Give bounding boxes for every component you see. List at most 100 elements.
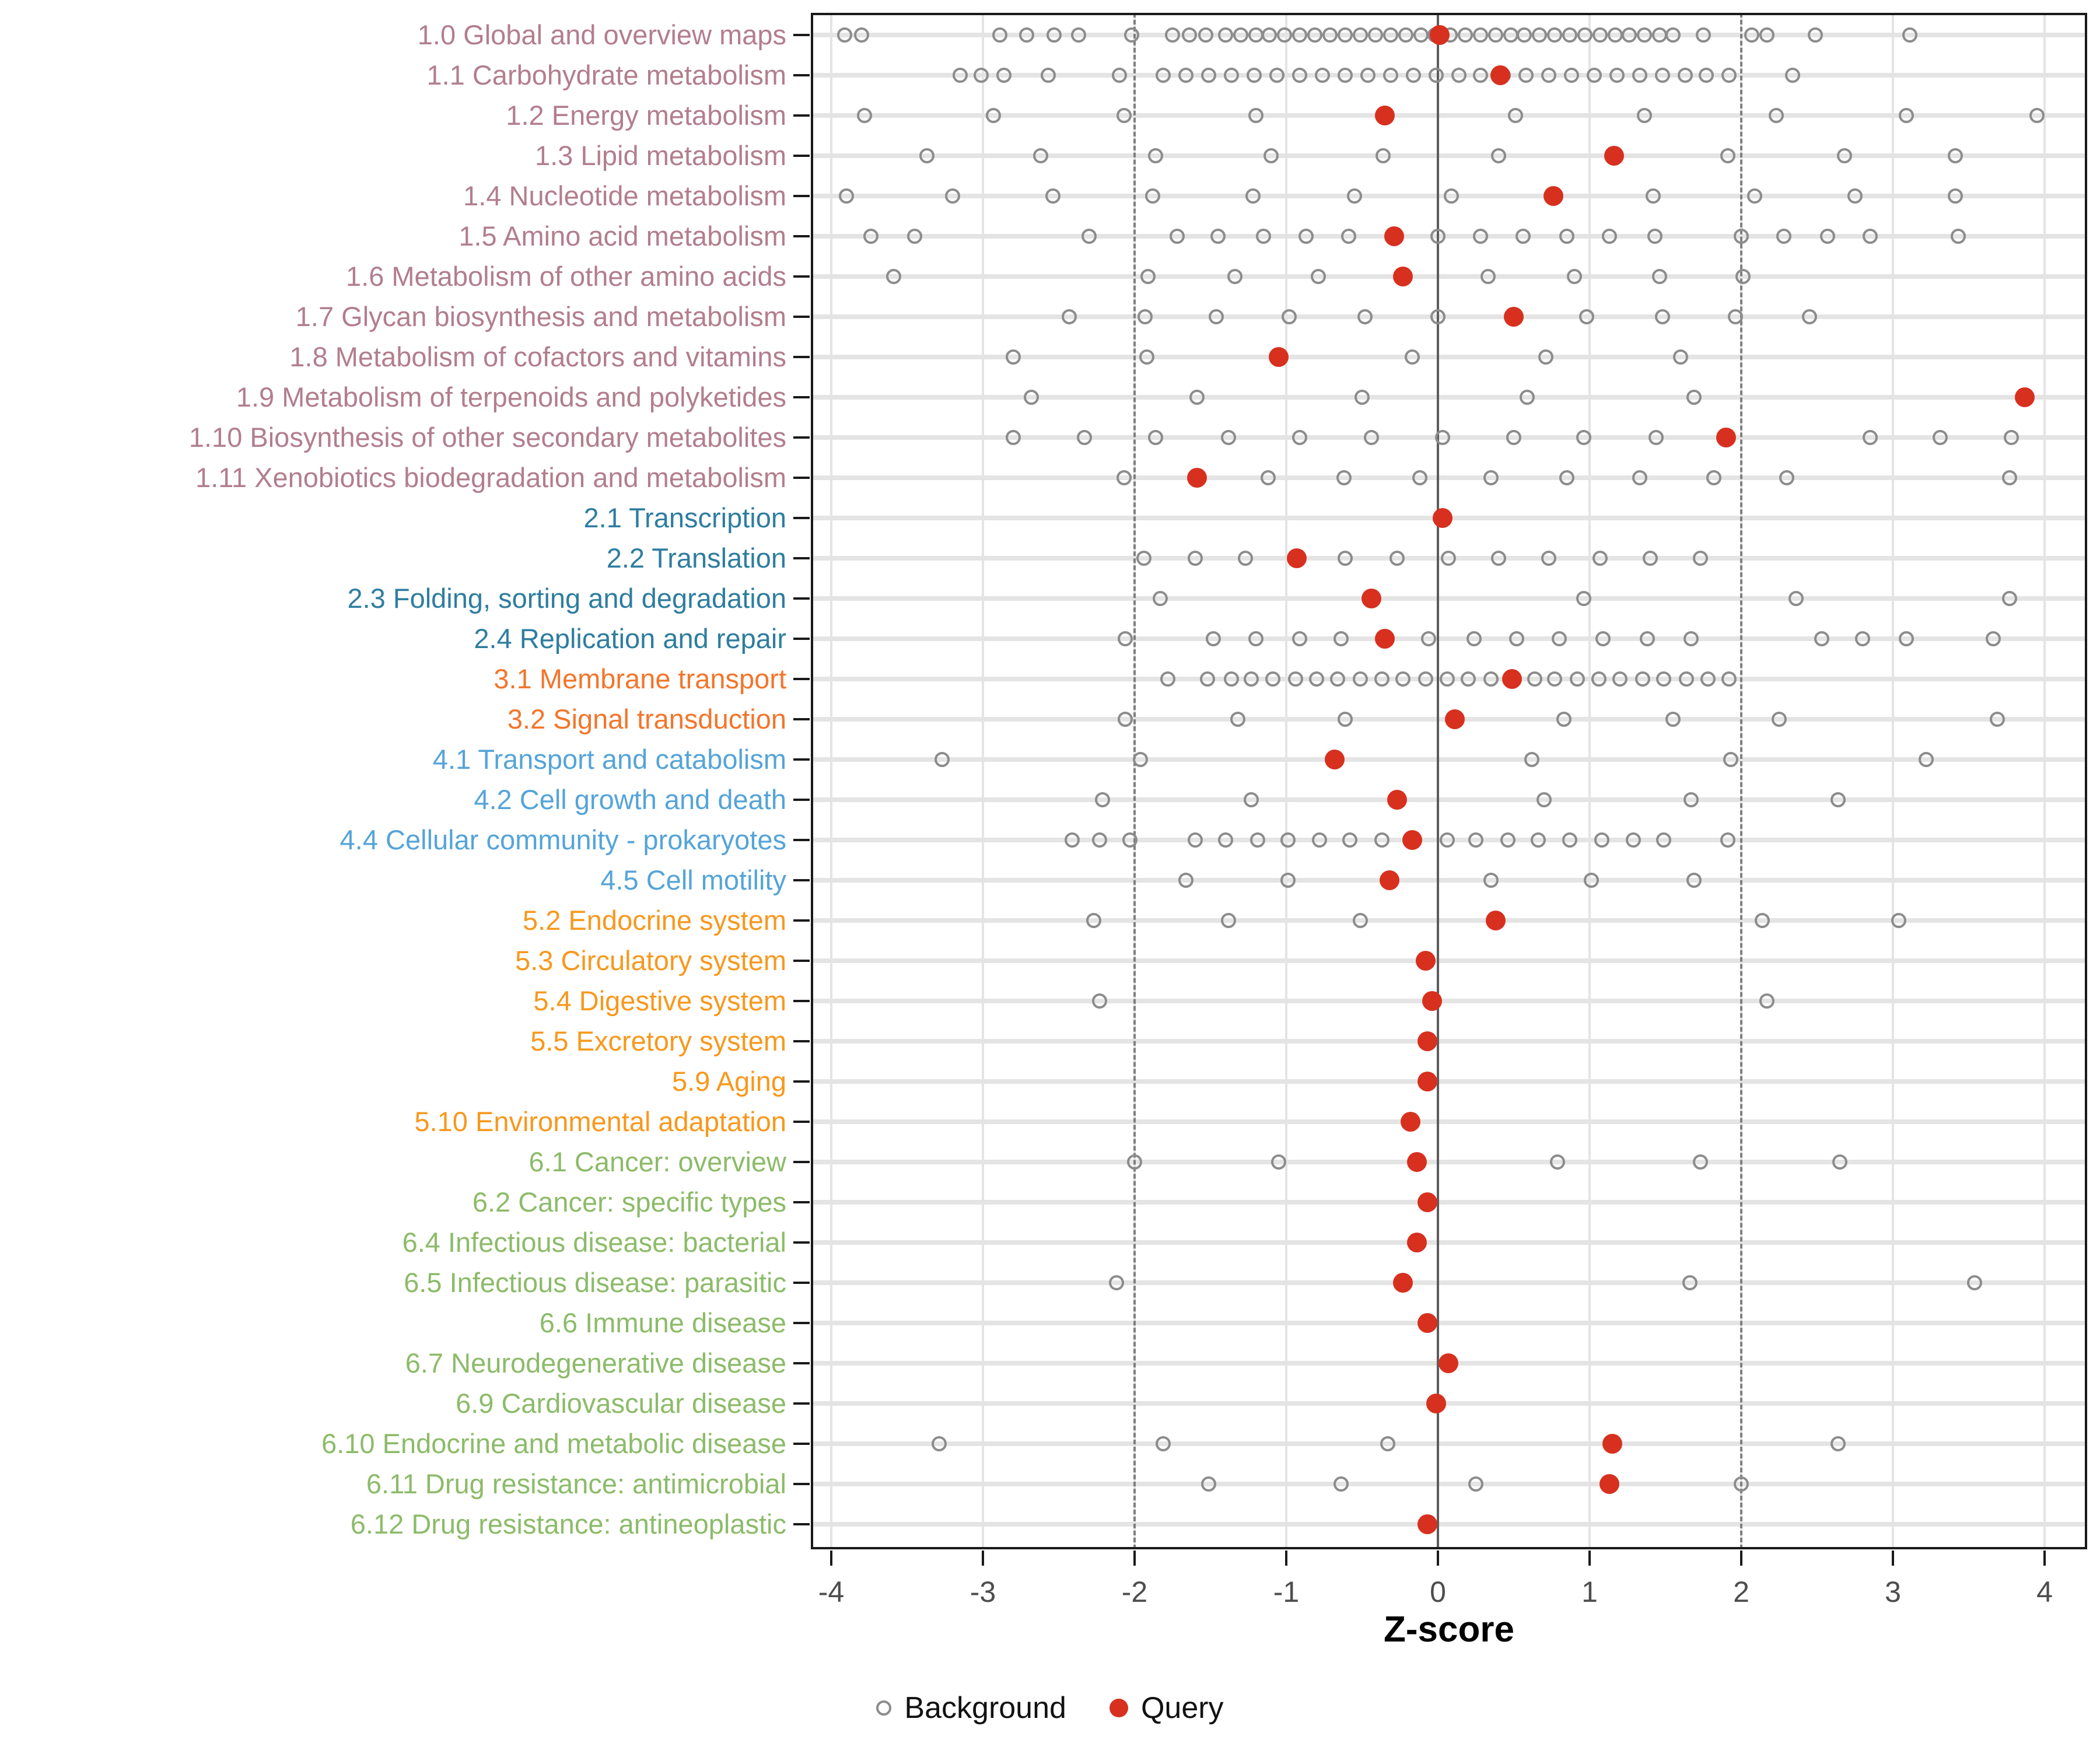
background-point <box>1140 269 1156 284</box>
background-point <box>1201 1476 1217 1492</box>
y-axis-label: 4.2 Cell growth and death <box>474 784 786 815</box>
x-axis-tick <box>2043 1550 2046 1566</box>
vertical-gridline <box>982 13 984 1549</box>
query-point <box>1361 589 1381 608</box>
vertical-gridline <box>2043 13 2046 1549</box>
legend-query-label: Query <box>1140 1691 1224 1725</box>
background-point <box>1248 108 1264 123</box>
query-marker-icon <box>1109 1699 1128 1717</box>
query-point <box>1417 1072 1437 1091</box>
background-point <box>1292 68 1308 83</box>
vertical-gridline <box>830 13 832 1549</box>
y-axis-label: 1.10 Biosynthesis of other secondary met… <box>188 422 786 453</box>
y-axis-tick <box>793 114 810 117</box>
background-point <box>1461 671 1476 687</box>
background-point <box>1338 712 1353 727</box>
background-point <box>1441 551 1457 566</box>
row-gridline <box>813 475 2085 480</box>
background-point <box>1383 27 1399 43</box>
background-point <box>1656 832 1672 848</box>
query-point <box>1490 65 1510 85</box>
background-point <box>1686 873 1702 888</box>
background-point <box>1383 68 1399 83</box>
background-point <box>1451 68 1467 83</box>
y-axis-tick <box>793 235 810 237</box>
legend-background-label: Background <box>904 1691 1066 1725</box>
background-point <box>1181 27 1197 43</box>
background-point <box>1832 1154 1847 1170</box>
background-point <box>1500 832 1516 848</box>
background-point <box>1156 1436 1171 1451</box>
query-point <box>1379 870 1399 890</box>
query-point <box>1604 146 1624 166</box>
background-point <box>1357 309 1373 324</box>
row-gridline <box>813 958 2085 963</box>
background-point <box>1563 68 1579 83</box>
query-point <box>1429 25 1450 45</box>
background-point <box>1536 792 1552 807</box>
background-point <box>1735 269 1751 284</box>
background-point <box>1354 390 1370 405</box>
x-axis-tick <box>1892 1550 1894 1566</box>
background-point <box>1124 27 1139 43</box>
query-point <box>1384 226 1404 246</box>
background-point <box>1776 229 1791 244</box>
background-point <box>1434 430 1450 445</box>
background-point <box>1684 792 1699 807</box>
y-axis-tick <box>793 1402 810 1405</box>
x-axis-tick-label: 4 <box>2036 1576 2053 1608</box>
background-point <box>1720 148 1735 163</box>
background-point <box>1398 27 1414 43</box>
y-axis-tick <box>793 678 810 680</box>
x-axis-tick <box>1133 1550 1136 1566</box>
background-point <box>1376 148 1391 163</box>
background-point <box>1418 671 1434 687</box>
background-point <box>1950 229 1966 244</box>
y-axis-label: 6.10 Endocrine and metabolic disease <box>321 1428 786 1459</box>
background-point <box>1947 148 1963 163</box>
background-point <box>1307 27 1323 43</box>
y-axis-label: 5.10 Environmental adaptation <box>414 1106 786 1137</box>
background-point <box>1899 108 1915 123</box>
background-point <box>919 148 935 163</box>
legend: Background Query <box>0 1690 2100 1726</box>
background-point <box>1646 188 1661 204</box>
background-point <box>1506 430 1521 445</box>
query-point <box>1287 548 1307 568</box>
background-point <box>1612 671 1628 687</box>
query-point <box>1269 347 1289 367</box>
background-point <box>1483 873 1499 888</box>
query-point <box>1417 1192 1437 1212</box>
background-point <box>1772 712 1787 727</box>
query-point <box>1602 1434 1622 1454</box>
background-point <box>1699 68 1714 83</box>
background-point <box>1967 1275 1983 1290</box>
y-axis-tick <box>793 1080 810 1083</box>
background-point <box>1139 349 1154 365</box>
background-point <box>1046 27 1062 43</box>
y-axis-label: 1.9 Metabolism of terpenoids and polyket… <box>236 382 786 412</box>
background-point <box>1947 188 1963 204</box>
background-point <box>1045 188 1060 204</box>
query-point <box>1543 186 1563 206</box>
background-point <box>1547 671 1563 687</box>
background-point <box>1312 832 1328 848</box>
query-point <box>1432 508 1452 528</box>
query-point <box>2015 387 2035 407</box>
background-point <box>1338 27 1353 43</box>
y-axis-label: 6.12 Drug resistance: antineoplastic <box>350 1508 786 1539</box>
background-point <box>1635 671 1650 687</box>
y-axis-label: 1.8 Metabolism of cofactors and vitamins <box>289 341 786 372</box>
row-gridline <box>813 918 2085 923</box>
background-point <box>1199 671 1215 687</box>
background-point <box>1188 832 1203 848</box>
row-gridline <box>813 1401 2085 1406</box>
x-axis-tick <box>982 1550 984 1566</box>
background-point <box>1524 752 1540 767</box>
background-point <box>1264 148 1279 163</box>
background-point <box>1734 1476 1749 1492</box>
y-axis-tick <box>793 1161 810 1163</box>
y-axis-label: 1.0 Global and overview maps <box>417 19 786 50</box>
row-gridline <box>813 596 2085 601</box>
background-point <box>1247 68 1262 83</box>
